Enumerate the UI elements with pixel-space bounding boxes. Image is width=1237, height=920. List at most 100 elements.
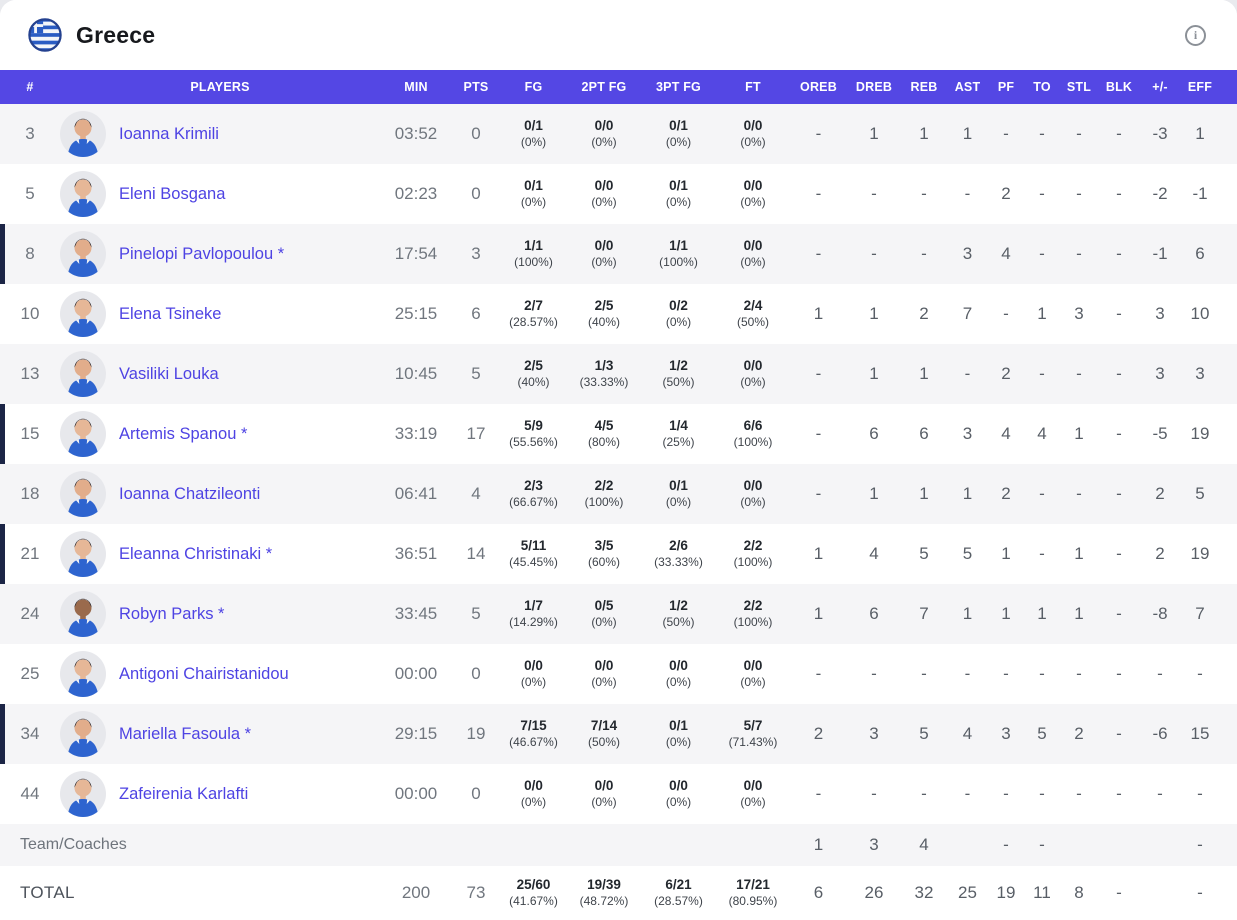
fg-pct: (45.45%) — [509, 554, 558, 569]
player-avatar — [60, 771, 106, 817]
blk-cell: - — [1116, 364, 1122, 383]
2ptfg-pct: (50%) — [587, 734, 620, 749]
col-header-to: TO — [1033, 80, 1051, 94]
2ptfg-made: 0/0 — [594, 778, 614, 794]
to-cell: - — [1039, 544, 1045, 563]
3ptfg-made: 2/6 — [669, 538, 688, 554]
3ptfg-cell: 0/0 (0%) — [641, 657, 716, 690]
3ptfg-pct: (50%) — [662, 614, 695, 629]
pf-cell: 4 — [1001, 424, 1011, 443]
min-cell: 33:19 — [394, 424, 438, 443]
pts-cell: 0 — [471, 124, 481, 143]
3ptfg-pct: (0%) — [665, 134, 692, 149]
player-cell: Robyn Parks * — [60, 591, 380, 637]
oreb-cell: - — [815, 184, 822, 203]
player-name-link[interactable]: Robyn Parks * — [119, 604, 225, 623]
2ptfg-made: 1/3 — [594, 358, 614, 374]
player-name-link[interactable]: Eleanna Christinaki * — [119, 544, 273, 563]
col-header-players: PLAYERS — [190, 80, 250, 94]
dreb-cell: 1 — [869, 364, 879, 383]
player-name-link[interactable]: Ioanna Krimili — [119, 124, 219, 143]
player-number: 44 — [20, 784, 40, 803]
player-row: 24 Robyn Parks * 33:45 5 1/7 (14.29%) — [0, 584, 1237, 644]
player-avatar — [60, 711, 106, 757]
3ptfg-made: 0/1 — [669, 718, 688, 734]
reb-cell: 7 — [919, 604, 929, 623]
ft-pct: (50%) — [736, 314, 769, 329]
player-name-link[interactable]: Elena Tsineke — [119, 304, 222, 323]
oreb-cell: - — [815, 784, 822, 803]
fg-cell: 0/0 (0%) — [500, 777, 567, 810]
player-number: 15 — [20, 424, 40, 443]
2ptfg-made: 2/2 — [594, 478, 614, 494]
info-icon-glyph: i — [1193, 27, 1198, 42]
ft-made: 0/0 — [743, 658, 763, 674]
plusminus-cell: -2 — [1152, 184, 1168, 203]
reb-cell: 1 — [919, 124, 929, 143]
player-avatar — [60, 591, 106, 637]
info-icon[interactable]: i — [1185, 24, 1206, 46]
player-name-link[interactable]: Antigoni Chairistanidou — [119, 664, 289, 683]
fg-made: 7/15 — [520, 718, 547, 734]
team-to: - — [1039, 835, 1045, 854]
total-pf: 19 — [996, 883, 1016, 902]
dreb-cell: - — [871, 664, 877, 683]
fg-pct: (0%) — [520, 134, 547, 149]
ast-cell: 7 — [962, 304, 973, 323]
plusminus-cell: -6 — [1152, 724, 1168, 743]
col-header-stl: STL — [1066, 80, 1092, 94]
total-3ptfg: 6/21 (28.57%) — [641, 876, 716, 909]
reb-cell: 1 — [919, 364, 929, 383]
player-name-link[interactable]: Pinelopi Pavlopoulou * — [119, 244, 285, 263]
3ptfg-made: 1/4 — [669, 418, 688, 434]
player-name-link[interactable]: Artemis Spanou * — [119, 424, 248, 443]
to-cell: - — [1039, 484, 1045, 503]
player-name-link[interactable]: Eleni Bosgana — [119, 184, 226, 203]
ft-made: 0/0 — [743, 118, 763, 134]
ft-cell: 5/7 (71.43%) — [716, 717, 790, 750]
fg-made: 5/11 — [520, 538, 547, 554]
oreb-cell: - — [815, 244, 822, 263]
total-to: 11 — [1033, 883, 1051, 902]
min-cell: 25:15 — [394, 304, 438, 323]
player-row: 34 Mariella Fasoula * 29:15 19 7/15 (46.… — [0, 704, 1237, 764]
total-2ptfg-pct: (48.72%) — [579, 893, 629, 908]
player-row: 3 Ioanna Krimili 03:52 0 0/1 (0%) — [0, 104, 1237, 164]
total-2ptfg: 19/39 (48.72%) — [567, 876, 641, 909]
player-rows: 3 Ioanna Krimili 03:52 0 0/1 (0%) — [0, 104, 1237, 824]
player-name-link[interactable]: Ioanna Chatzileonti — [119, 484, 261, 503]
team-name: Greece — [76, 21, 156, 48]
player-name-link[interactable]: Vasiliki Louka — [119, 364, 219, 383]
blk-cell: - — [1116, 424, 1122, 443]
ft-made: 0/0 — [743, 238, 763, 254]
eff-cell: 1 — [1195, 124, 1205, 143]
pf-cell: - — [1003, 784, 1009, 803]
blk-cell: - — [1116, 604, 1122, 623]
2ptfg-cell: 7/14 (50%) — [567, 717, 641, 750]
total-eff: - — [1197, 883, 1203, 902]
dreb-cell: 3 — [869, 724, 879, 743]
player-number: 3 — [25, 124, 35, 143]
fg-made: 0/1 — [524, 118, 543, 134]
stl-cell: - — [1076, 784, 1082, 803]
player-cell: Eleni Bosgana — [60, 171, 380, 217]
blk-cell: - — [1116, 244, 1122, 263]
blk-cell: - — [1116, 484, 1122, 503]
fg-made: 0/0 — [524, 778, 543, 794]
plusminus-cell: -3 — [1152, 124, 1168, 143]
player-cell: Elena Tsineke — [60, 291, 380, 337]
eff-cell: - — [1197, 784, 1203, 803]
ft-cell: 0/0 (0%) — [716, 117, 790, 150]
team-oreb: 1 — [813, 835, 824, 854]
ft-pct: (100%) — [733, 614, 773, 629]
player-name-link[interactable]: Zafeirenia Karlafti — [119, 784, 249, 803]
dreb-cell: 1 — [869, 484, 879, 503]
col-header-3ptfg: 3PT FG — [656, 80, 701, 94]
player-row: 10 Elena Tsineke 25:15 6 2/7 (28.57%) — [0, 284, 1237, 344]
fg-made: 2/5 — [524, 358, 543, 374]
stl-cell: - — [1076, 484, 1082, 503]
pf-cell: - — [1003, 124, 1009, 143]
dreb-cell: 6 — [869, 424, 879, 443]
min-cell: 36:51 — [394, 544, 438, 563]
player-name-link[interactable]: Mariella Fasoula * — [119, 724, 252, 743]
